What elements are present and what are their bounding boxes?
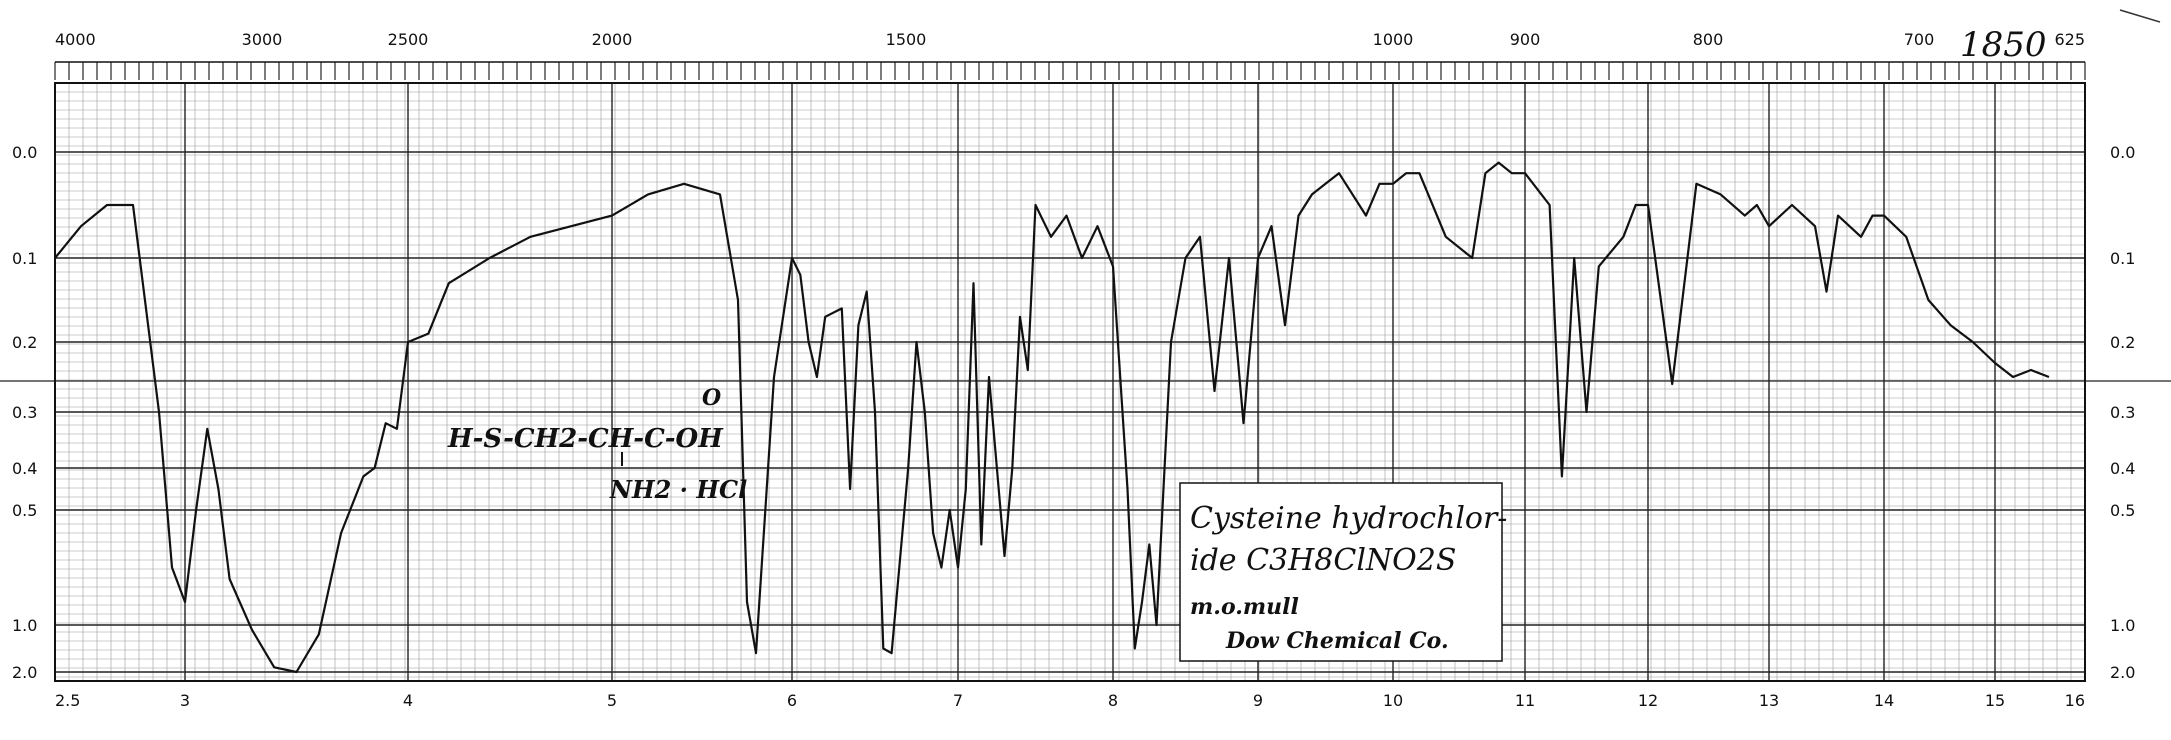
left-tick-label: 0.3 xyxy=(12,403,37,422)
top-tick-label: 2000 xyxy=(592,30,633,49)
bottom-tick-label: 7 xyxy=(953,691,963,710)
right-tick-label: 2.0 xyxy=(2110,663,2135,682)
right-tick-label: 0.3 xyxy=(2110,403,2135,422)
right-tick-label: 0.0 xyxy=(2110,143,2135,162)
right-tick-label: 1.0 xyxy=(2110,616,2135,635)
bottom-tick-label: 2.5 xyxy=(55,691,80,710)
right-tick-label: 0.2 xyxy=(2110,333,2135,352)
label-box-background xyxy=(1179,482,1503,662)
top-minor-ticks xyxy=(54,62,2086,80)
top-tick-label: 800 xyxy=(1693,30,1724,49)
left-tick-label: 0.4 xyxy=(12,459,37,478)
right-tick-label: 0.1 xyxy=(2110,249,2135,268)
catalog-number: 1850 xyxy=(1960,25,2047,65)
plot-frame xyxy=(54,82,2086,682)
top-tick-label: 625 xyxy=(2054,30,2085,49)
bottom-tick-label: 5 xyxy=(607,691,617,710)
bottom-tick-label: 8 xyxy=(1108,691,1118,710)
bottom-tick-labels: 2.5 3 4 5 6 7 8 9 10 11 12 13 14 15 16 xyxy=(55,691,2085,710)
top-tick-label: 4000 xyxy=(55,30,96,49)
left-tick-label: 1.0 xyxy=(12,616,37,635)
bottom-tick-label: 3 xyxy=(180,691,190,710)
compound-label-box: Cysteine hydrochlor- ide C3H8ClNO2S m.o.… xyxy=(1179,482,1507,662)
bottom-tick-label: 10 xyxy=(1383,691,1403,710)
right-tick-label: 0.4 xyxy=(2110,459,2135,478)
left-tick-label: 0.2 xyxy=(12,333,37,352)
left-tick-labels: 0.0 0.1 0.2 0.3 0.4 0.5 1.0 2.0 xyxy=(12,143,37,682)
bottom-tick-label: 6 xyxy=(787,691,797,710)
top-tick-label: 1500 xyxy=(886,30,927,49)
structural-formula: O H-S-CH2-CH-C-OH NH2 · HCl xyxy=(447,385,747,504)
structure-carbonyl-o: O xyxy=(702,385,721,411)
right-tick-label: 0.5 xyxy=(2110,501,2135,520)
left-tick-label: 0.0 xyxy=(12,143,37,162)
top-tick-label: 2500 xyxy=(388,30,429,49)
top-tick-label: 1000 xyxy=(1373,30,1414,49)
corner-pen-mark xyxy=(2119,9,2161,23)
minor-grid xyxy=(54,82,2086,681)
top-tick-labels: 4000 3000 2500 2000 1500 1000 900 800 700 625 xyxy=(55,30,2085,49)
bottom-tick-label: 9 xyxy=(1253,691,1263,710)
top-tick-label: 3000 xyxy=(242,30,283,49)
top-tick-label: 900 xyxy=(1510,30,1541,49)
source-text: Dow Chemical Co. xyxy=(1225,628,1449,654)
bottom-tick-label: 4 xyxy=(403,691,413,710)
bottom-tick-label: 13 xyxy=(1759,691,1779,710)
structure-line-2: NH2 · HCl xyxy=(609,475,747,504)
method-text: m.o.mull xyxy=(1190,594,1299,620)
bottom-tick-label: 12 xyxy=(1638,691,1658,710)
compound-name-line-1: Cysteine hydrochlor- xyxy=(1190,501,1507,536)
left-tick-label: 2.0 xyxy=(12,663,37,682)
bottom-tick-label: 11 xyxy=(1515,691,1535,710)
left-tick-label: 0.1 xyxy=(12,249,37,268)
left-tick-label: 0.5 xyxy=(12,501,37,520)
bottom-tick-label: 14 xyxy=(1874,691,1894,710)
structure-line-1: H-S-CH2-CH-C-OH xyxy=(447,424,724,454)
spectrum-line xyxy=(54,161,2050,674)
bottom-tick-label: 15 xyxy=(1985,691,2005,710)
top-tick-label: 700 xyxy=(1904,30,1935,49)
bottom-tick-label: 16 xyxy=(2065,691,2085,710)
compound-name-line-2: ide C3H8ClNO2S xyxy=(1190,543,1456,578)
right-tick-labels: 0.0 0.1 0.2 0.3 0.4 0.5 1.0 2.0 xyxy=(2110,143,2135,682)
